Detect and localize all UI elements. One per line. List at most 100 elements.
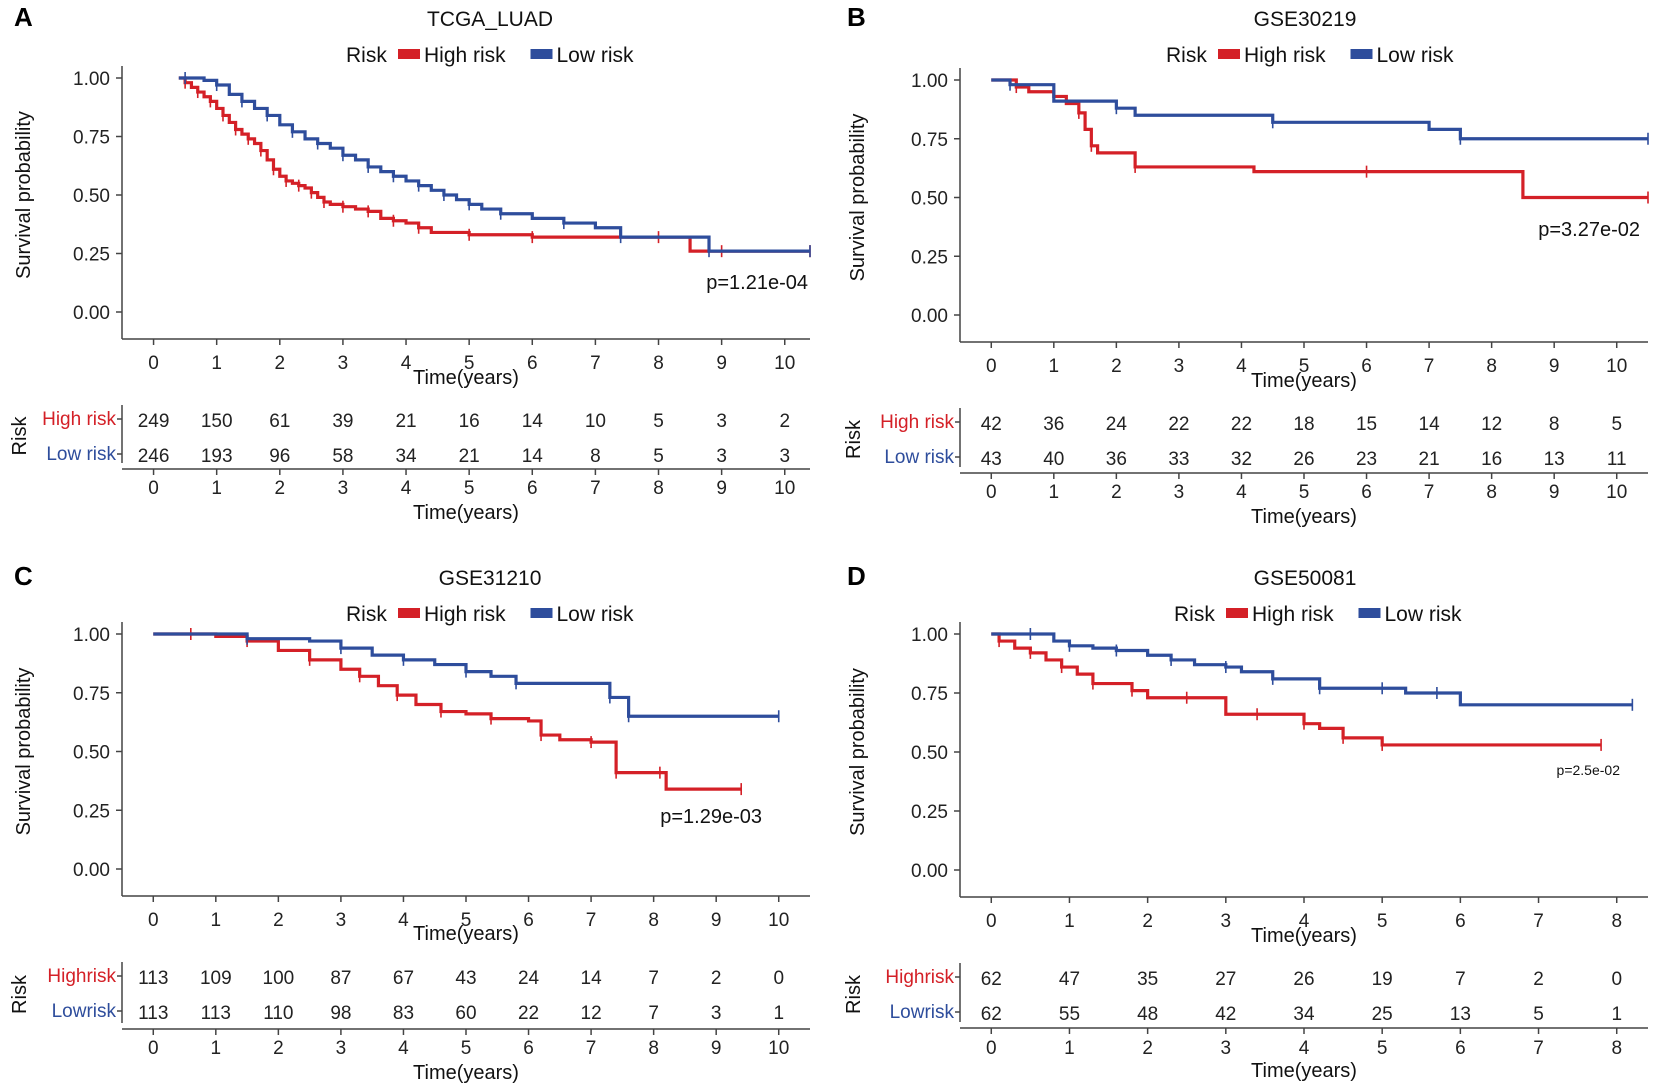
x-tick-label: 5 [464, 353, 475, 374]
x-tick-label: 7 [1424, 356, 1435, 377]
x-tick-label: 10 [774, 353, 795, 374]
risk-table-x-tick-label: 9 [716, 478, 727, 499]
risk-count-high-risk: 61 [269, 411, 290, 432]
x-tick-label: 4 [1299, 911, 1310, 932]
x-tick-label: 8 [1486, 356, 1497, 377]
y-tick-label: 0.75 [911, 684, 948, 705]
x-axis-label: Time(years) [413, 923, 519, 945]
risk-count-low-risk: 55 [1059, 1004, 1080, 1025]
risk-row-label-low-risk: Lowrisk [890, 1002, 955, 1023]
risk-count-low-risk: 43 [981, 449, 1002, 470]
y-tick-label: 0.00 [73, 860, 110, 881]
risk-count-low-risk: 113 [201, 1003, 231, 1024]
risk-table-x-tick-label: 7 [1533, 1038, 1544, 1059]
risk-count-low-risk: 16 [1481, 449, 1502, 470]
legend: Risk High risk Low risk [346, 603, 634, 626]
risk-count-high-risk: 18 [1293, 414, 1314, 435]
x-tick-label: 3 [338, 353, 349, 374]
legend-title: Risk [1166, 44, 1207, 67]
risk-table-x-tick-label: 9 [711, 1038, 722, 1059]
y-tick-label: 0.75 [73, 684, 110, 705]
risk-count-low-risk: 58 [332, 446, 353, 467]
chart-title: TCGA_LUAD [427, 8, 553, 31]
risk-count-low-risk: 34 [395, 446, 417, 467]
risk-count-high-risk: 249 [138, 411, 170, 432]
risk-count-low-risk: 33 [1168, 449, 1189, 470]
x-tick-label: 2 [1142, 911, 1153, 932]
risk-table-x-tick-label: 6 [523, 1038, 534, 1059]
y-tick-label: 0.50 [73, 743, 110, 764]
y-tick-label: 1.00 [73, 625, 110, 646]
p-value: p=3.27e-02 [1538, 219, 1640, 241]
legend-title: Risk [346, 44, 387, 67]
x-tick-label: 2 [1111, 356, 1122, 377]
risk-table-x-tick-label: 2 [273, 1038, 284, 1059]
risk-count-low-risk: 26 [1293, 449, 1314, 470]
risk-table-title: Risk [843, 419, 865, 459]
y-tick-label: 1.00 [73, 69, 110, 90]
risk-count-low-risk: 110 [263, 1003, 293, 1024]
risk-table-x-tick-label: 3 [1221, 1038, 1232, 1059]
risk-count-high-risk: 10 [585, 411, 606, 432]
risk-count-high-risk: 0 [1611, 969, 1622, 990]
x-tick-label: 6 [1455, 911, 1466, 932]
risk-count-high-risk: 26 [1293, 969, 1314, 990]
x-axis-label: Time(years) [413, 367, 519, 389]
km-curve-low-risk [178, 76, 810, 253]
legend-entry-high-risk: High risk [1244, 44, 1326, 67]
risk-row-label-low-risk: Low risk [884, 447, 954, 468]
risk-table-x-tick-label: 3 [336, 1038, 347, 1059]
x-tick-label: 1 [211, 353, 222, 374]
legend-entry-low-risk: Low risk [557, 44, 635, 67]
legend: Risk High risk Low risk [1166, 44, 1454, 67]
y-tick-label: 0.00 [911, 306, 948, 327]
risk-table-x-tick-label: 2 [275, 478, 286, 499]
risk-row-label-high-risk: High risk [42, 409, 116, 430]
risk-row-label-high-risk: Highrisk [47, 966, 116, 987]
risk-table-x-axis-label: Time(years) [413, 1062, 519, 1084]
risk-count-high-risk: 16 [459, 411, 480, 432]
risk-table-x-tick-label: 2 [1111, 482, 1122, 503]
risk-count-high-risk: 3 [716, 411, 727, 432]
x-tick-label: 8 [1611, 911, 1622, 932]
x-tick-label: 10 [768, 910, 789, 931]
risk-count-high-risk: 22 [1231, 414, 1252, 435]
y-tick-label: 0.50 [911, 743, 948, 764]
x-tick-label: 0 [148, 353, 159, 374]
y-tick-label: 0.25 [73, 801, 110, 822]
y-tick-label: 0.25 [73, 245, 110, 266]
legend-title: Risk [346, 603, 387, 626]
risk-count-high-risk: 15 [1356, 414, 1377, 435]
risk-table-x-tick-label: 8 [653, 478, 664, 499]
risk-table-x-tick-label: 4 [1236, 482, 1247, 503]
risk-count-high-risk: 7 [1455, 969, 1466, 990]
risk-table-x-tick-label: 1 [1064, 1038, 1075, 1059]
legend-swatch-high-risk [398, 49, 420, 59]
risk-count-high-risk: 87 [330, 968, 351, 989]
risk-count-low-risk: 21 [1419, 449, 1440, 470]
risk-table-title: Risk [9, 974, 31, 1014]
risk-count-low-risk: 5 [653, 446, 664, 467]
x-tick-label: 7 [586, 910, 597, 931]
risk-count-high-risk: 27 [1215, 969, 1236, 990]
x-tick-label: 10 [1606, 356, 1627, 377]
risk-table-x-tick-label: 3 [338, 478, 349, 499]
x-tick-label: 2 [275, 353, 286, 374]
risk-count-high-risk: 12 [1481, 414, 1502, 435]
risk-table-x-tick-label: 10 [774, 478, 795, 499]
x-tick-label: 8 [648, 910, 659, 931]
km-panel-d: D GSE50081 Risk High risk Low risk 0.00 0.25 0.… [843, 561, 1648, 1082]
x-tick-label: 3 [336, 910, 347, 931]
risk-count-high-risk: 21 [395, 411, 416, 432]
risk-count-low-risk: 42 [1215, 1004, 1236, 1025]
x-tick-label: 9 [711, 910, 722, 931]
risk-count-high-risk: 5 [1611, 414, 1622, 435]
risk-table-x-tick-label: 0 [986, 1038, 997, 1059]
risk-table-x-tick-label: 5 [464, 478, 475, 499]
risk-count-high-risk: 150 [201, 411, 233, 432]
risk-table-x-tick-label: 9 [1549, 482, 1560, 503]
risk-count-low-risk: 98 [330, 1003, 351, 1024]
risk-count-low-risk: 3 [779, 446, 790, 467]
